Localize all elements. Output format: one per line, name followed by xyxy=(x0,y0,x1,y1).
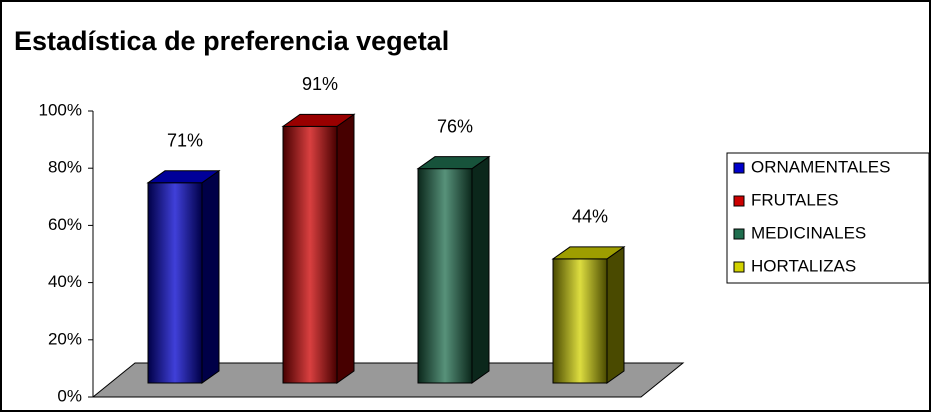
bar-front xyxy=(552,258,608,384)
bar-side xyxy=(606,245,625,384)
bar-top xyxy=(416,156,491,170)
bar xyxy=(551,245,626,384)
bar-side xyxy=(471,155,490,384)
bar xyxy=(281,113,356,384)
y-tick-label: 40% xyxy=(48,272,82,291)
bar-side xyxy=(336,113,355,384)
bar-front xyxy=(417,168,473,384)
legend-label: HORTALIZAS xyxy=(751,256,856,275)
bar-top xyxy=(551,246,626,260)
value-label: 91% xyxy=(302,74,338,94)
y-tick-label: 0% xyxy=(57,386,82,405)
bar-top xyxy=(146,170,221,184)
value-label: 44% xyxy=(572,207,608,227)
bar xyxy=(146,169,221,384)
bar xyxy=(416,155,491,384)
y-tick-label: 80% xyxy=(48,158,82,177)
legend-swatch xyxy=(733,195,745,207)
bar-front xyxy=(147,182,203,384)
legend-swatch xyxy=(733,228,745,240)
y-tick-label: 100% xyxy=(39,100,82,119)
bar-front xyxy=(282,125,338,384)
legend-swatch xyxy=(733,162,745,174)
legend-swatch xyxy=(733,261,745,273)
y-tick-label: 60% xyxy=(48,215,82,234)
y-tick-label: 20% xyxy=(48,329,82,348)
legend-label: ORNAMENTALES xyxy=(751,157,891,176)
value-label: 71% xyxy=(167,131,203,151)
legend-box xyxy=(726,152,930,284)
bar-side xyxy=(201,169,220,384)
bar-top xyxy=(281,113,356,127)
value-label: 76% xyxy=(437,116,473,136)
legend-label: MEDICINALES xyxy=(751,223,866,242)
floor xyxy=(91,362,685,398)
chart-title: Estadística de preferencia vegetal xyxy=(14,26,449,56)
legend-label: FRUTALES xyxy=(751,190,839,209)
